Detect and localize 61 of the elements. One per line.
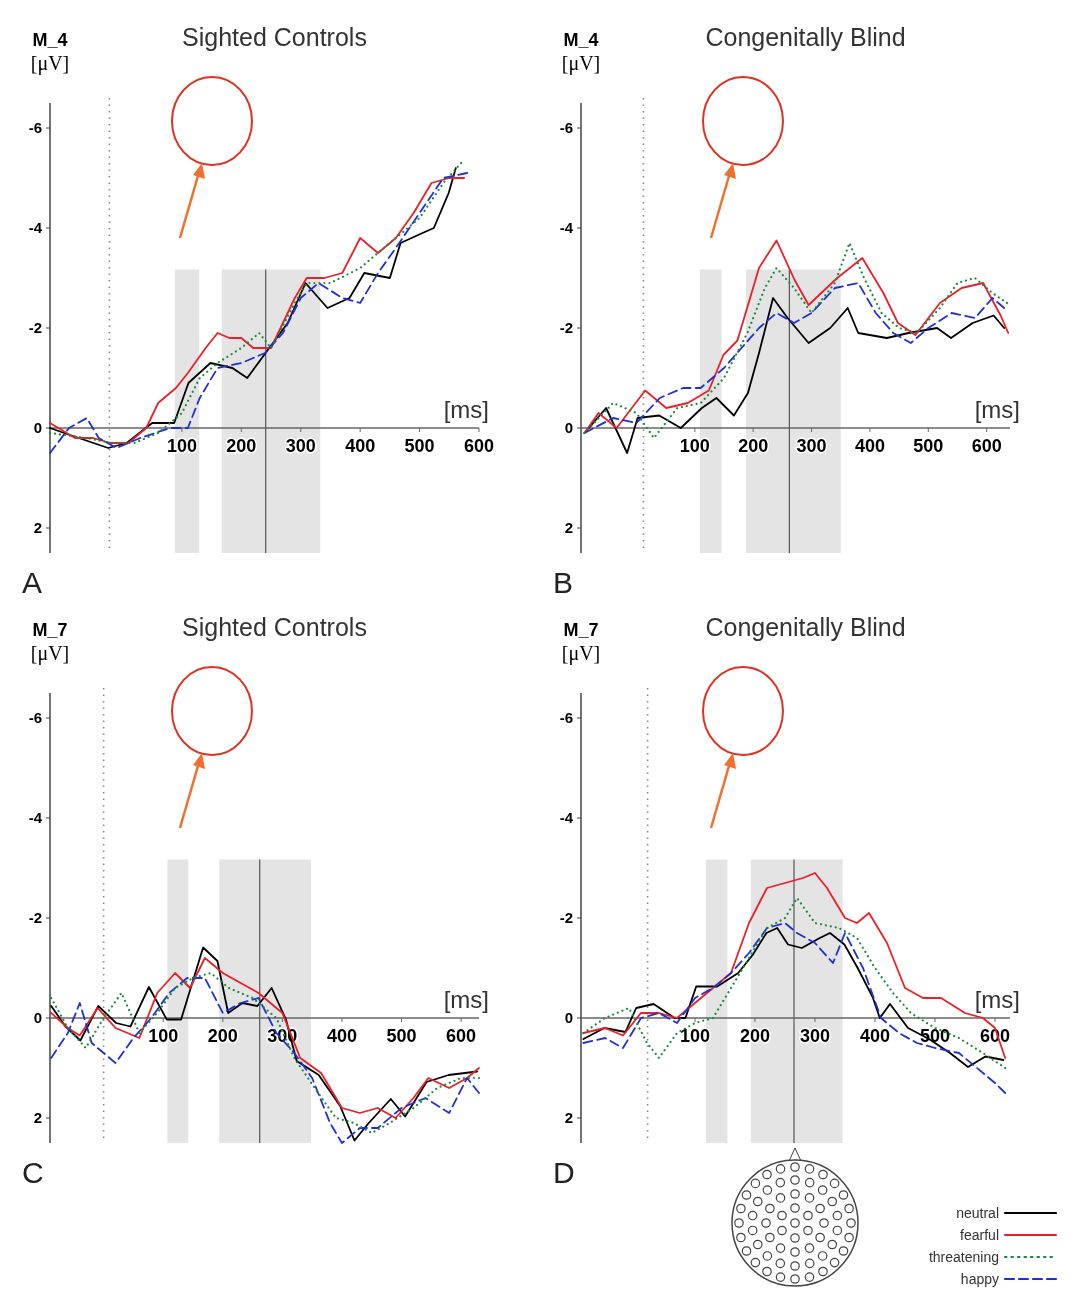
text: C <box>22 1156 44 1189</box>
x-tick-label: 600 <box>971 436 1002 456</box>
y-tick-label: 0 <box>564 1009 573 1027</box>
x-tick-label: 300 <box>796 436 827 456</box>
y-tick-label: -6 <box>28 709 42 727</box>
x-tick-label: 100 <box>679 1026 711 1046</box>
x-tick-label: 500 <box>404 436 435 456</box>
x-tick-label: 200 <box>739 1026 771 1046</box>
x-tick-label: 200 <box>207 1026 238 1046</box>
x-axis-title: [ms] <box>974 986 1020 1013</box>
y-axis-title: M_7 [μV] <box>30 620 70 665</box>
x-tick-label: 500 <box>386 1026 417 1046</box>
x-tick-label: 400 <box>859 1026 891 1046</box>
x-tick-label: 100 <box>166 436 197 456</box>
text: A <box>22 566 43 599</box>
x-tick-label: 200 <box>738 436 769 456</box>
y-tick-label: 0 <box>33 1009 42 1027</box>
y-tick-label: -2 <box>559 909 573 927</box>
y-tick-label: -6 <box>559 709 573 727</box>
y-tick-label: 2 <box>33 1109 42 1127</box>
x-tick-label: 400 <box>326 1026 357 1046</box>
chart-title: Sighted Controls <box>182 23 367 51</box>
legend-label: fearful <box>960 1227 999 1243</box>
x-tick-label: 300 <box>799 1026 831 1046</box>
y-tick-label: 2 <box>564 1109 573 1127</box>
y-tick-label: 2 <box>564 519 573 537</box>
legend-label: threatening <box>928 1249 999 1265</box>
y-tick-label: -6 <box>559 119 573 137</box>
chart-title: Congenitally Blind <box>705 613 906 641</box>
y-tick-label: 0 <box>564 419 573 437</box>
y-tick-label: -2 <box>559 319 573 337</box>
x-tick-label: 100 <box>148 1026 179 1046</box>
y-tick-label: -4 <box>559 809 574 827</box>
x-axis-title: [ms] <box>443 396 489 423</box>
x-tick-label: 200 <box>226 436 257 456</box>
x-tick-label: 600 <box>446 1026 477 1046</box>
y-axis-title: M_7 [μV] <box>561 620 601 665</box>
legend-label: neutral <box>956 1205 999 1221</box>
x-tick-label: 100 <box>679 436 710 456</box>
y-tick-label: -4 <box>28 219 43 237</box>
y-axis-title: M_4 [μV] <box>561 30 601 75</box>
chart-title: Sighted Controls <box>182 613 367 641</box>
x-tick-label: 400 <box>854 436 885 456</box>
legend-label: happy <box>960 1271 999 1287</box>
y-tick-label: -4 <box>559 219 574 237</box>
text: B <box>553 566 574 599</box>
x-tick-label: 500 <box>913 436 944 456</box>
text: D <box>553 1156 575 1189</box>
x-tick-label: 600 <box>463 436 495 456</box>
y-tick-label: -2 <box>28 319 42 337</box>
chart-title: Congenitally Blind <box>705 23 906 51</box>
y-tick-label: 0 <box>33 419 42 437</box>
y-tick-label: 2 <box>33 519 42 537</box>
x-tick-label: 400 <box>345 436 376 456</box>
y-tick-label: -4 <box>28 809 43 827</box>
x-axis-title: [ms] <box>974 396 1020 423</box>
x-tick-label: 300 <box>285 436 316 456</box>
y-tick-label: -6 <box>28 119 42 137</box>
y-tick-label: -2 <box>28 909 42 927</box>
x-axis-title: [ms] <box>443 986 489 1013</box>
y-axis-title: M_4 [μV] <box>30 30 70 75</box>
